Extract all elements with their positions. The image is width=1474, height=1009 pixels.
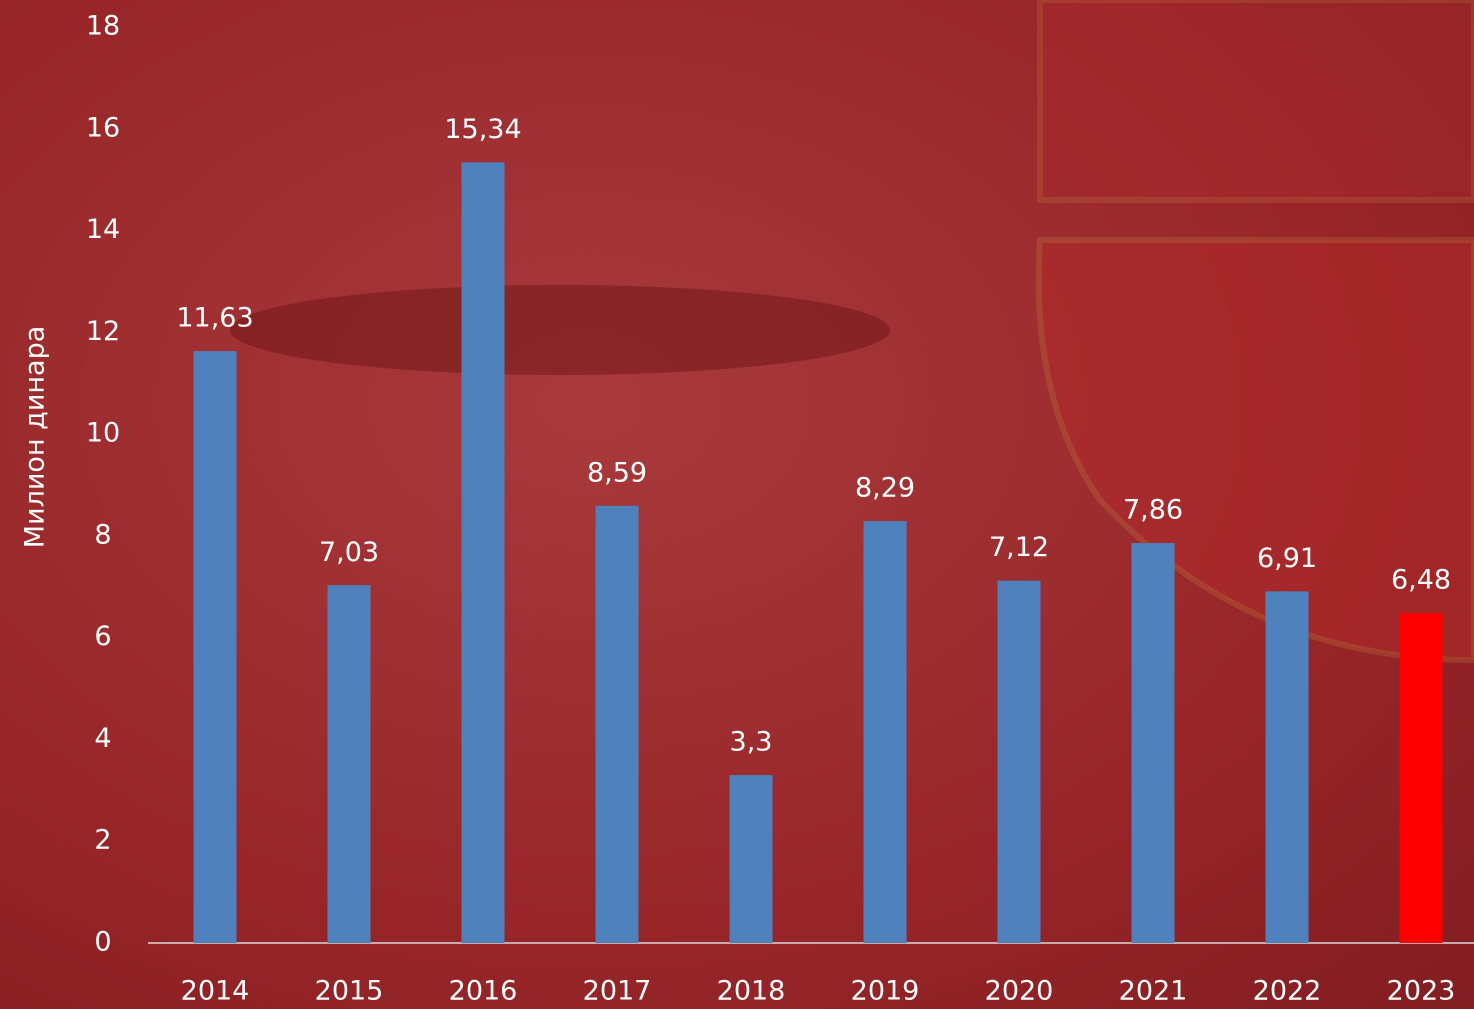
value-label: 7,12 xyxy=(989,532,1049,563)
y-tick-label: 8 xyxy=(94,519,111,550)
bar xyxy=(729,775,773,943)
value-label: 11,63 xyxy=(176,303,253,334)
value-label: 6,91 xyxy=(1257,543,1317,574)
value-label: 8,29 xyxy=(855,473,915,504)
background-crest xyxy=(1035,237,1474,664)
bar xyxy=(1399,613,1443,943)
background-crest-top xyxy=(1037,0,1474,203)
x-tick-label: 2018 xyxy=(717,976,786,1007)
background-shape xyxy=(230,285,890,375)
y-tick-label: 14 xyxy=(86,214,120,245)
y-axis-label: Милион динара xyxy=(20,326,51,549)
value-label: 7,03 xyxy=(319,537,379,568)
bar xyxy=(193,351,237,943)
bar xyxy=(863,521,907,943)
value-label: 6,48 xyxy=(1391,565,1451,596)
value-label: 8,59 xyxy=(587,457,647,488)
bar xyxy=(997,580,1041,943)
value-label: 15,34 xyxy=(444,114,521,145)
x-tick-label: 2017 xyxy=(583,976,652,1007)
x-tick-label: 2020 xyxy=(985,976,1054,1007)
bar xyxy=(1265,591,1309,943)
y-tick-label: 12 xyxy=(86,316,120,347)
x-tick-label: 2021 xyxy=(1119,976,1188,1007)
y-tick-label: 0 xyxy=(94,927,111,958)
bar xyxy=(327,585,371,943)
y-tick-label: 18 xyxy=(86,11,120,42)
value-label: 3,3 xyxy=(730,727,773,758)
x-tick-label: 2014 xyxy=(181,976,250,1007)
x-tick-label: 2022 xyxy=(1253,976,1322,1007)
bar xyxy=(461,162,505,943)
value-label: 7,86 xyxy=(1123,495,1183,526)
bar xyxy=(595,505,639,943)
x-tick-label: 2016 xyxy=(449,976,518,1007)
bar xyxy=(1131,543,1175,943)
x-tick-label: 2015 xyxy=(315,976,384,1007)
x-tick-label: 2023 xyxy=(1387,976,1456,1007)
y-tick-label: 16 xyxy=(86,112,120,143)
y-tick-label: 10 xyxy=(86,418,120,449)
y-tick-label: 2 xyxy=(94,825,111,856)
y-tick-label: 4 xyxy=(94,723,111,754)
x-tick-label: 2019 xyxy=(851,976,920,1007)
y-tick-label: 6 xyxy=(94,621,111,652)
